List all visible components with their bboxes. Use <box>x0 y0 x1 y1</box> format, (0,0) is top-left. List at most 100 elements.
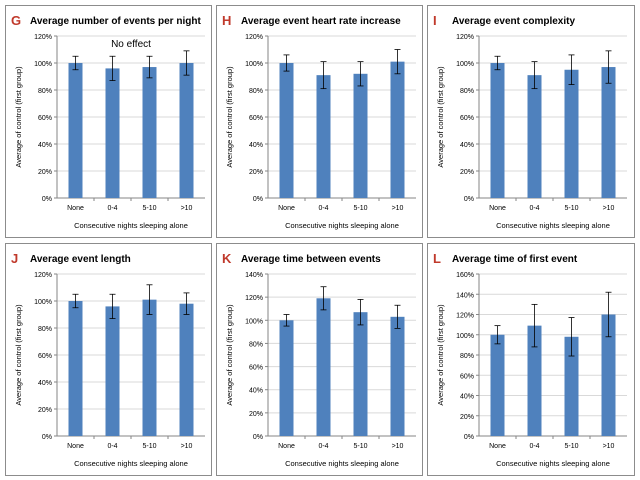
y-axis-label: Average of control (first group) <box>225 66 234 168</box>
chart-panel-i: I Average event complexity 0% 20% 40% 60% 80% 1… <box>427 5 635 238</box>
x-tick-label: 0-4 <box>107 443 117 450</box>
chart-title: Average time of first event <box>452 254 578 265</box>
y-tick-label: 80% <box>38 326 52 333</box>
x-tick-label: 5-10 <box>564 205 578 212</box>
x-tick-label: 5-10 <box>353 443 367 450</box>
bar <box>68 63 83 198</box>
chart-annotation: No effect <box>111 39 151 50</box>
bar <box>601 67 616 198</box>
x-tick-label: 5-10 <box>564 443 578 450</box>
x-tick-label: None <box>278 205 295 212</box>
y-tick-label: 120% <box>34 272 52 279</box>
x-tick-label: None <box>489 443 506 450</box>
y-tick-label: 80% <box>249 88 263 95</box>
x-axis-label: Consecutive nights sleeping alone <box>74 221 188 230</box>
y-tick-label: 60% <box>249 115 263 122</box>
y-tick-label: 0% <box>253 434 263 441</box>
bar <box>353 73 368 198</box>
x-tick-label: None <box>67 443 84 450</box>
bar <box>179 303 194 436</box>
panel-letter: J <box>11 251 18 266</box>
chart-title: Average event length <box>30 254 131 265</box>
x-tick-label: None <box>278 443 295 450</box>
x-tick-label: >10 <box>603 443 615 450</box>
chart-panel-h: H Average event heart rate increase 0% 20% 4… <box>216 5 423 238</box>
y-axis-label: Average of control (first group) <box>225 304 234 406</box>
bar <box>316 75 331 198</box>
x-tick-label: 0-4 <box>529 443 539 450</box>
bar <box>527 75 542 198</box>
bar <box>142 299 157 436</box>
y-tick-label: 20% <box>460 169 474 176</box>
y-tick-label: 100% <box>245 318 263 325</box>
y-tick-label: 40% <box>460 394 474 401</box>
y-tick-label: 40% <box>249 142 263 149</box>
y-axis-label: Average of control (first group) <box>14 304 23 406</box>
y-tick-label: 140% <box>245 272 263 279</box>
y-tick-label: 0% <box>464 196 474 203</box>
y-axis-label: Average of control (first group) <box>436 304 445 406</box>
y-tick-label: 0% <box>42 434 52 441</box>
y-tick-label: 0% <box>464 434 474 441</box>
bar <box>564 336 579 436</box>
chart-title: Average event heart rate increase <box>241 16 401 27</box>
y-tick-label: 120% <box>456 34 474 41</box>
panel-letter: G <box>11 13 21 28</box>
y-tick-label: 60% <box>38 115 52 122</box>
x-tick-label: 0-4 <box>318 205 328 212</box>
y-tick-label: 60% <box>460 373 474 380</box>
x-tick-label: 0-4 <box>529 205 539 212</box>
chart-panel-l: L Average time of first event 0% 20% 40% 60% 8… <box>427 243 635 476</box>
y-tick-label: 0% <box>42 196 52 203</box>
x-tick-label: >10 <box>181 205 193 212</box>
y-tick-label: 20% <box>38 407 52 414</box>
y-tick-label: 60% <box>249 365 263 372</box>
bar <box>105 306 120 436</box>
y-tick-label: 60% <box>460 115 474 122</box>
bar <box>179 63 194 198</box>
y-tick-label: 40% <box>249 388 263 395</box>
y-tick-label: 20% <box>460 414 474 421</box>
chart-panel-k: K Average time between events 0% 20% 40% 60% 8… <box>216 243 423 476</box>
bar <box>564 69 579 198</box>
x-tick-label: >10 <box>392 205 404 212</box>
bar <box>527 325 542 436</box>
y-tick-label: 100% <box>456 333 474 340</box>
y-axis-label: Average of control (first group) <box>14 66 23 168</box>
chart-title: Average event complexity <box>452 16 575 27</box>
chart-panel-j: J Average event length 0% 20% 40% 60% 80% 100% 1… <box>5 243 212 476</box>
x-axis-label: Consecutive nights sleeping alone <box>285 221 399 230</box>
y-tick-label: 0% <box>253 196 263 203</box>
bar <box>279 63 294 198</box>
x-tick-label: >10 <box>603 205 615 212</box>
y-tick-label: 160% <box>456 272 474 279</box>
y-tick-label: 20% <box>249 411 263 418</box>
chart-panel-g: G Average number of events per night 0% 20%… <box>5 5 212 238</box>
y-tick-label: 120% <box>245 295 263 302</box>
x-tick-label: 0-4 <box>318 443 328 450</box>
y-tick-label: 40% <box>38 142 52 149</box>
bar <box>142 67 157 198</box>
x-tick-label: None <box>489 205 506 212</box>
bar <box>105 68 120 199</box>
y-tick-label: 120% <box>34 34 52 41</box>
x-axis-label: Consecutive nights sleeping alone <box>285 459 399 468</box>
y-tick-label: 40% <box>38 380 52 387</box>
x-axis-label: Consecutive nights sleeping alone <box>496 221 610 230</box>
x-tick-label: 5-10 <box>142 205 156 212</box>
y-tick-label: 120% <box>456 313 474 320</box>
x-tick-label: 5-10 <box>142 443 156 450</box>
bar <box>490 63 505 198</box>
bar <box>390 316 405 436</box>
y-tick-label: 60% <box>38 353 52 360</box>
y-tick-label: 100% <box>34 61 52 68</box>
bar <box>68 301 83 436</box>
panel-letter: L <box>433 251 441 266</box>
panel-letter: H <box>222 13 231 28</box>
bar <box>490 334 505 436</box>
x-tick-label: 0-4 <box>107 205 117 212</box>
x-tick-label: None <box>67 205 84 212</box>
y-tick-label: 100% <box>34 299 52 306</box>
y-tick-label: 80% <box>460 353 474 360</box>
